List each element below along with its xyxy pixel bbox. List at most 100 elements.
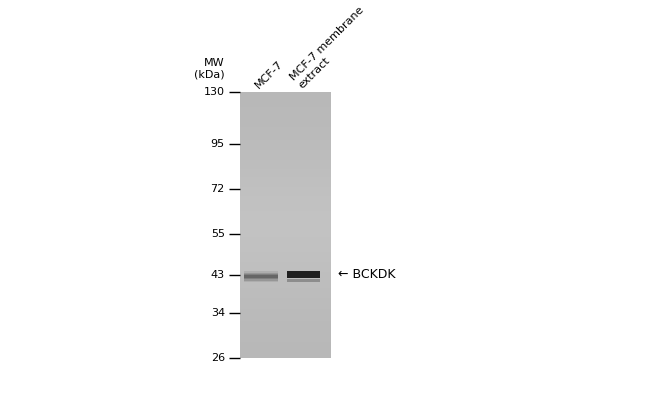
Bar	[240, 201, 331, 202]
Bar	[240, 113, 331, 114]
Bar	[240, 226, 331, 227]
Bar	[240, 163, 331, 164]
Bar	[240, 197, 331, 198]
Bar	[244, 271, 278, 274]
Bar	[240, 314, 331, 315]
Bar	[240, 326, 331, 327]
Bar	[240, 232, 331, 233]
Bar	[240, 347, 331, 348]
Bar	[240, 151, 331, 152]
Bar	[240, 342, 331, 343]
Bar	[240, 340, 331, 341]
Bar	[240, 219, 331, 220]
Bar	[240, 139, 331, 140]
Bar	[240, 218, 331, 219]
Bar	[240, 103, 331, 104]
Bar	[240, 164, 331, 165]
Bar	[240, 244, 331, 245]
Bar	[240, 265, 331, 266]
Bar	[240, 140, 331, 141]
Bar	[240, 179, 331, 180]
Bar	[240, 269, 331, 270]
Bar	[240, 257, 331, 258]
Bar	[240, 168, 331, 169]
Bar	[240, 194, 331, 195]
Bar	[240, 98, 331, 99]
Bar	[240, 146, 331, 147]
Bar	[240, 155, 331, 156]
Bar	[240, 207, 331, 208]
Bar	[287, 273, 320, 275]
Bar	[244, 273, 278, 275]
Bar	[240, 313, 331, 314]
Bar	[240, 332, 331, 333]
Bar	[240, 215, 331, 216]
Text: 26: 26	[211, 352, 225, 362]
Bar	[240, 250, 331, 251]
Bar	[240, 160, 331, 161]
Bar	[240, 112, 331, 113]
Bar	[240, 292, 331, 293]
Bar	[240, 211, 331, 212]
Bar	[240, 204, 331, 205]
Bar	[240, 224, 331, 225]
Bar	[240, 267, 331, 268]
Bar	[240, 133, 331, 134]
Bar	[240, 298, 331, 299]
Bar	[240, 144, 331, 145]
Bar	[240, 303, 331, 304]
Bar	[240, 317, 331, 318]
Bar	[240, 170, 331, 171]
Bar	[240, 278, 331, 279]
Bar	[240, 277, 331, 278]
Bar	[240, 233, 331, 234]
Bar	[240, 276, 331, 277]
Bar	[240, 143, 331, 144]
Bar	[240, 289, 331, 290]
Bar	[240, 240, 331, 241]
Bar	[240, 344, 331, 345]
Bar	[240, 282, 331, 283]
Bar	[240, 270, 331, 271]
Bar	[240, 210, 331, 211]
Bar	[240, 295, 331, 296]
Bar	[240, 92, 331, 93]
Text: 95: 95	[211, 139, 225, 149]
Bar	[240, 260, 331, 261]
Bar	[240, 252, 331, 253]
Bar	[240, 126, 331, 127]
Bar	[240, 315, 331, 316]
Text: 72: 72	[211, 184, 225, 194]
Bar	[240, 274, 331, 275]
Bar	[240, 322, 331, 323]
Bar	[240, 189, 331, 190]
Bar	[240, 286, 331, 287]
Bar	[240, 156, 331, 157]
Bar	[240, 191, 331, 192]
Bar	[240, 223, 331, 224]
Bar	[240, 110, 331, 111]
Bar	[240, 109, 331, 110]
Bar	[240, 127, 331, 128]
Bar	[240, 193, 331, 194]
Bar	[240, 227, 331, 228]
Bar	[240, 115, 331, 116]
Bar	[240, 190, 331, 191]
Bar	[240, 176, 331, 177]
Bar	[240, 184, 331, 185]
Bar	[240, 121, 331, 122]
Bar	[240, 339, 331, 340]
Bar	[240, 148, 331, 149]
Bar	[240, 196, 331, 197]
Bar	[240, 229, 331, 230]
Bar	[240, 117, 331, 118]
Bar	[287, 280, 320, 282]
Bar	[240, 131, 331, 132]
Bar	[240, 97, 331, 98]
Bar	[240, 331, 331, 332]
Bar	[240, 246, 331, 247]
Bar	[240, 337, 331, 338]
Bar	[240, 128, 331, 129]
Bar	[240, 187, 331, 188]
Bar	[240, 234, 331, 235]
